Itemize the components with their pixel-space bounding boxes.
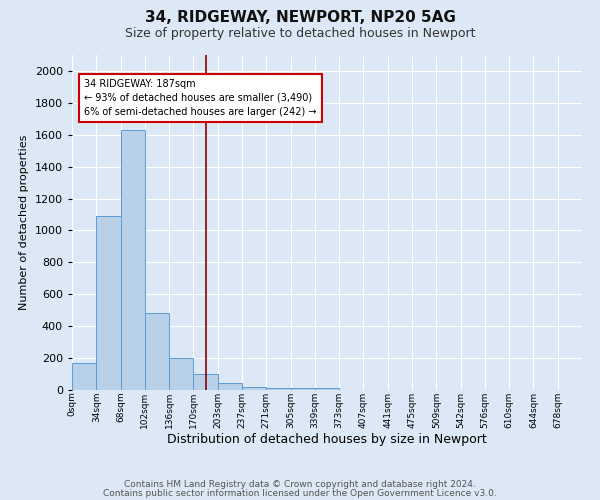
Bar xyxy=(72,363,96,390)
Text: 34, RIDGEWAY, NEWPORT, NP20 5AG: 34, RIDGEWAY, NEWPORT, NP20 5AG xyxy=(145,10,455,25)
Bar xyxy=(266,388,290,390)
Bar xyxy=(290,388,315,390)
Bar xyxy=(193,374,218,390)
Bar xyxy=(121,130,145,390)
X-axis label: Distribution of detached houses by size in Newport: Distribution of detached houses by size … xyxy=(167,434,487,446)
Text: Size of property relative to detached houses in Newport: Size of property relative to detached ho… xyxy=(125,28,475,40)
Bar xyxy=(242,387,266,390)
Y-axis label: Number of detached properties: Number of detached properties xyxy=(19,135,29,310)
Text: 34 RIDGEWAY: 187sqm
← 93% of detached houses are smaller (3,490)
6% of semi-deta: 34 RIDGEWAY: 187sqm ← 93% of detached ho… xyxy=(84,79,317,117)
Bar xyxy=(315,388,339,390)
Bar xyxy=(169,358,193,390)
Bar xyxy=(218,383,242,390)
Text: Contains HM Land Registry data © Crown copyright and database right 2024.: Contains HM Land Registry data © Crown c… xyxy=(124,480,476,489)
Bar xyxy=(145,314,169,390)
Bar xyxy=(96,216,121,390)
Text: Contains public sector information licensed under the Open Government Licence v3: Contains public sector information licen… xyxy=(103,488,497,498)
